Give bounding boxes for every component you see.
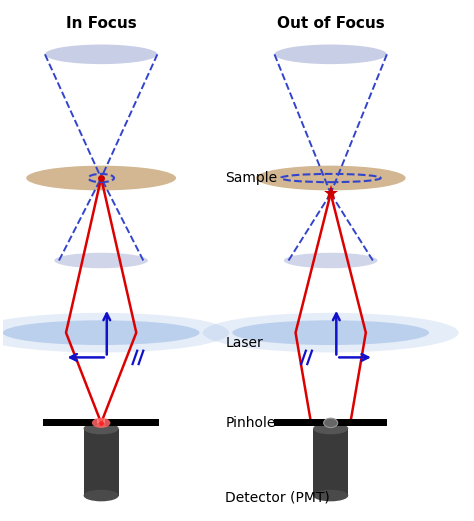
Text: Pinhole: Pinhole [225, 416, 276, 430]
Bar [313, 429, 348, 495]
Text: Out of Focus: Out of Focus [277, 16, 384, 31]
Ellipse shape [256, 166, 406, 190]
Bar [43, 419, 97, 427]
Ellipse shape [26, 166, 176, 190]
Text: Sample: Sample [225, 171, 277, 185]
Text: Laser: Laser [225, 336, 263, 350]
Ellipse shape [274, 44, 387, 64]
Ellipse shape [92, 418, 110, 428]
Ellipse shape [232, 320, 429, 345]
Ellipse shape [313, 490, 348, 501]
Ellipse shape [83, 423, 118, 435]
Bar [105, 419, 159, 427]
Ellipse shape [203, 313, 458, 352]
Bar [274, 419, 328, 427]
Ellipse shape [55, 253, 148, 268]
Text: Detector (PMT): Detector (PMT) [225, 491, 330, 505]
Text: In Focus: In Focus [66, 16, 137, 31]
Bar [83, 429, 118, 495]
Ellipse shape [3, 320, 200, 345]
Ellipse shape [284, 253, 377, 268]
Ellipse shape [313, 423, 348, 435]
Ellipse shape [83, 490, 118, 501]
Bar [334, 419, 387, 427]
Ellipse shape [45, 44, 157, 64]
Ellipse shape [0, 313, 229, 352]
Ellipse shape [324, 418, 337, 428]
